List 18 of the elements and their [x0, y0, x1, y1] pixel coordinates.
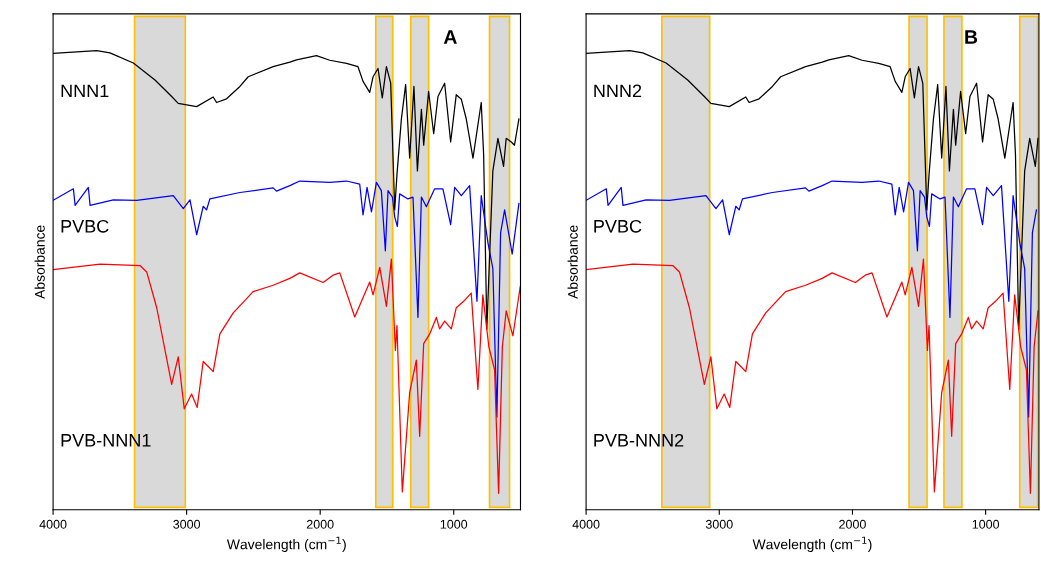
y-axis-title: Absorbance: [567, 225, 578, 299]
x-tick-label: 1000: [972, 519, 1000, 529]
x-tick-label: 4000: [39, 519, 67, 529]
x-axis-title: Wavelength (cm$^{−1}$): [752, 536, 872, 553]
series-label: PVBC: [61, 219, 109, 233]
series-label: PVBC: [594, 219, 642, 233]
y-axis-title: Absorbance: [34, 225, 45, 299]
x-tick-label: 4000: [572, 519, 600, 529]
x-tick-label: 2000: [306, 519, 334, 529]
x-tick-label: 3000: [173, 519, 201, 529]
x-tick-label: 1000: [440, 519, 468, 529]
x-tick-label: 2000: [839, 519, 866, 529]
chart-title: B: [965, 30, 978, 44]
series-label: NNN2: [594, 84, 642, 98]
x-axis-title: Wavelength (cm$^{−1}$): [226, 536, 346, 553]
series-label: NNN1: [61, 84, 109, 98]
x-tick-label: 3000: [705, 519, 733, 529]
chart-title: A: [443, 30, 457, 44]
